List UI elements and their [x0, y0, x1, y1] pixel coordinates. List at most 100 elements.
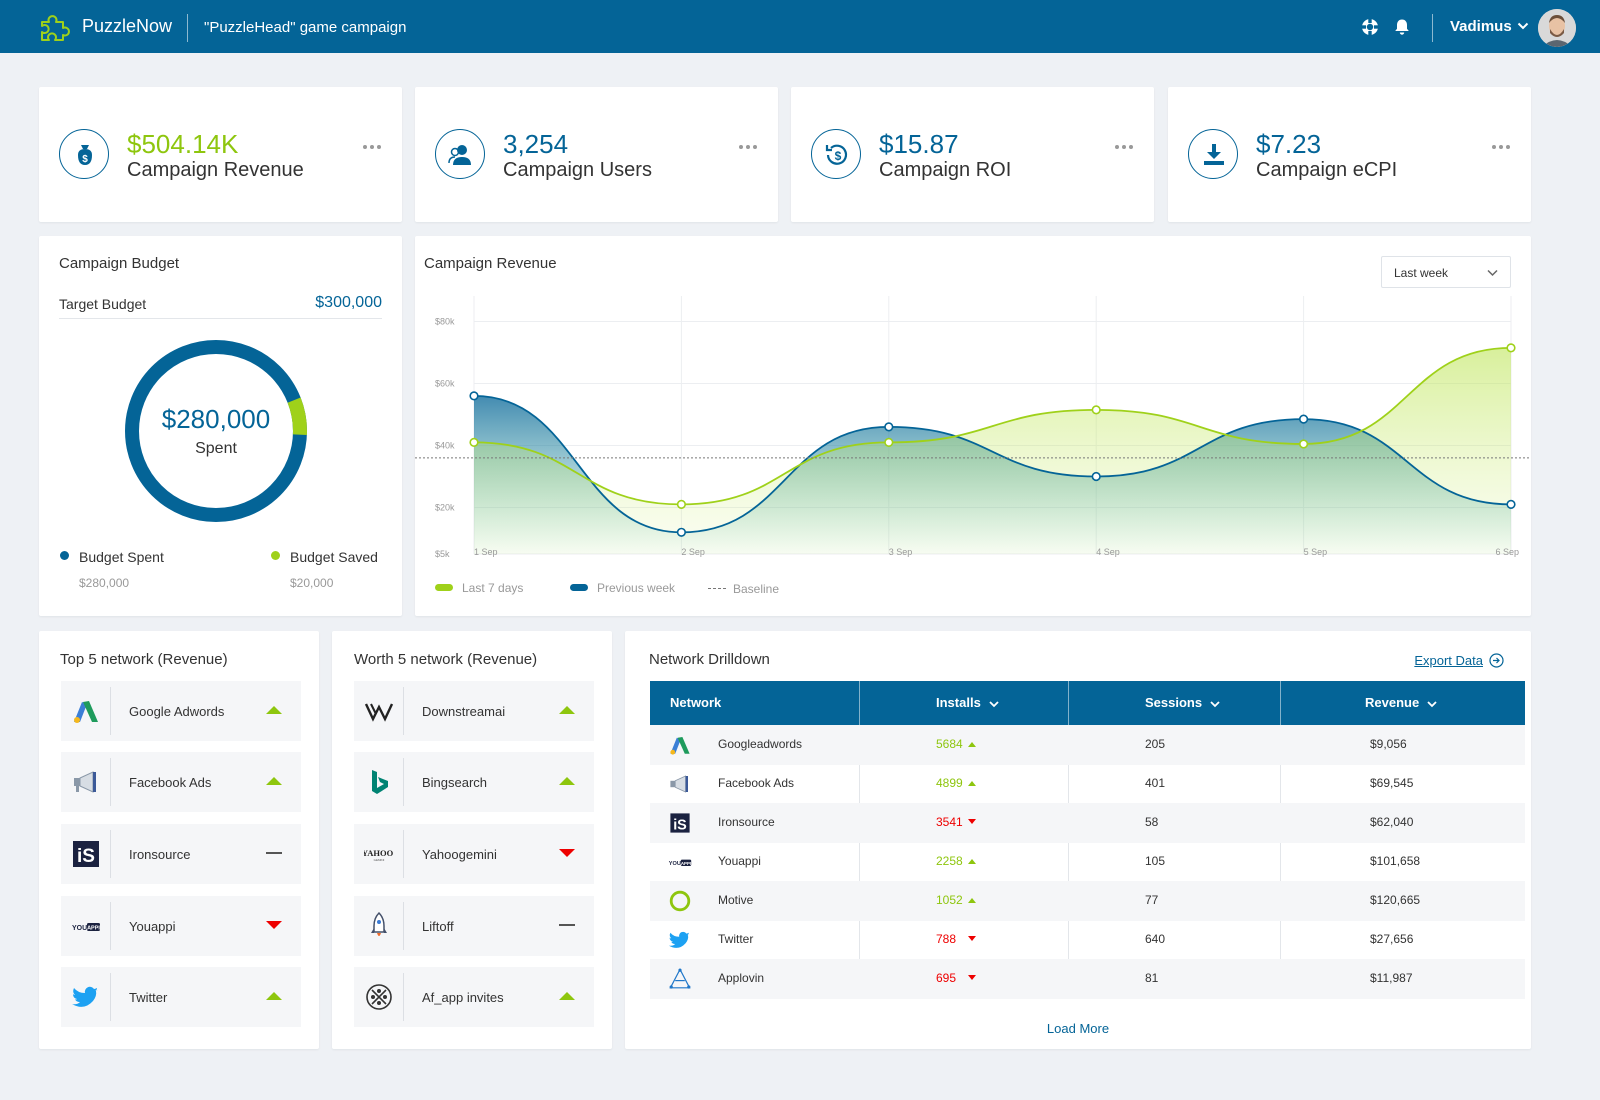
chevron-down-icon[interactable]: [1517, 21, 1529, 31]
legend-dot-saved: [271, 551, 280, 560]
kpi-value: $15.87: [879, 129, 959, 159]
legend-budget-saved: Budget Saved: [290, 549, 378, 565]
table-row[interactable]: Motive 1052 77 $120,665: [650, 881, 1525, 921]
legend-dot-spent: [60, 551, 69, 560]
more-options-icon[interactable]: [1114, 143, 1134, 151]
trend-down-icon: [968, 936, 976, 941]
kpi-card-roi: $ $15.87 Campaign ROI: [791, 87, 1154, 222]
list-item[interactable]: Af_app invites: [354, 967, 594, 1027]
trend-up-icon: [968, 859, 976, 864]
cell-revenue: $101,658: [1370, 854, 1421, 868]
column-header-installs[interactable]: Installs: [936, 681, 999, 725]
column-header-sessions[interactable]: Sessions: [1145, 681, 1220, 725]
chevron-down-icon: [1427, 700, 1437, 707]
list-item[interactable]: Downstreamai: [354, 681, 594, 741]
list-item[interactable]: Liftoff: [354, 896, 594, 956]
export-icon[interactable]: [1489, 653, 1504, 668]
legend-budget-spent-amount: $280,000: [79, 576, 130, 590]
legend-budget-spent: Budget Spent: [79, 549, 164, 565]
table-row[interactable]: Applovin 695 81 $11,987: [650, 959, 1525, 999]
table-row[interactable]: Googleadwords 5684 205 $9,056: [650, 725, 1525, 765]
bing-icon: [354, 752, 404, 812]
cell-revenue: $9,056: [1370, 737, 1407, 751]
kpi-value: $7.23: [1256, 129, 1322, 159]
svg-text:APPI: APPI: [681, 861, 691, 866]
twitter-bird-icon: [668, 931, 690, 948]
table-header: Network Installs Sessions Revenue: [650, 681, 1525, 725]
trend-flat-icon: [266, 852, 282, 854]
money-bag-icon: $: [59, 129, 109, 179]
cell-revenue: $11,987: [1370, 971, 1413, 985]
divider: [110, 687, 111, 735]
legend-swatch-previous-week: [570, 584, 588, 591]
data-point: [676, 499, 687, 510]
table-row[interactable]: iS Ironsource 3541 58 $62,040: [650, 803, 1525, 843]
download-icon: [1188, 129, 1238, 179]
rocket-icon: [354, 896, 404, 956]
data-point: [1298, 439, 1309, 449]
cell-sessions: 640: [1145, 932, 1166, 946]
top-bar: PuzzleNow "PuzzleHead" game campaign Vad…: [0, 0, 1600, 53]
budget-saved-arc: [125, 340, 307, 522]
period-select[interactable]: Last week: [1381, 256, 1511, 288]
list-item[interactable]: Google Adwords: [61, 681, 301, 741]
cell-installs: 695: [936, 971, 957, 985]
ironsource-icon: iS: [61, 824, 111, 884]
more-options-icon[interactable]: [1491, 143, 1511, 151]
data-point: [1091, 471, 1101, 482]
yahoo-icon: YAHOO!GEMINI: [354, 824, 404, 884]
svg-text:iS: iS: [673, 817, 687, 833]
brand-name[interactable]: PuzzleNow: [82, 16, 173, 36]
data-point: [469, 391, 479, 401]
x-tick-label: 3 Sep: [889, 547, 913, 557]
x-tick-label: 2 Sep: [681, 547, 705, 557]
list-item[interactable]: YOU APPI Youappi: [61, 896, 301, 956]
puzzle-logo-icon[interactable]: [38, 12, 74, 42]
list-item[interactable]: Facebook Ads: [61, 752, 301, 812]
more-options-icon[interactable]: [738, 143, 758, 151]
network-name: Af_app invites: [422, 990, 504, 1005]
support-icon[interactable]: [1361, 18, 1379, 36]
svg-text:YOU: YOU: [72, 925, 87, 932]
list-item[interactable]: Bingsearch: [354, 752, 594, 812]
column-header-revenue[interactable]: Revenue: [1365, 681, 1437, 725]
legend-swatch-last-7-days: [435, 584, 453, 591]
svg-text:$: $: [82, 154, 88, 165]
cell-sessions: 205: [1145, 737, 1166, 751]
svg-text:APPI: APPI: [87, 926, 100, 932]
more-options-icon[interactable]: [362, 143, 382, 151]
divider: [403, 830, 404, 878]
cell-sessions: 401: [1145, 776, 1166, 790]
spent-value: $280,000: [161, 404, 271, 434]
cell-installs: 1052: [936, 893, 963, 907]
kpi-card-ecpi: $7.23 Campaign eCPI: [1168, 87, 1531, 222]
twitter-bird-icon: [61, 967, 111, 1027]
list-item[interactable]: YAHOO!GEMINI Yahoogemini: [354, 824, 594, 884]
avatar[interactable]: [1538, 9, 1576, 47]
divider: [859, 681, 860, 725]
user-name[interactable]: Vadimus: [1450, 18, 1512, 35]
youappi-icon: YOU APPI: [61, 896, 111, 956]
youappi-icon: YOU APPI: [669, 859, 692, 867]
list-item[interactable]: Twitter: [61, 967, 301, 1027]
megaphone-icon: [670, 775, 688, 793]
y-tick-label: $20k: [435, 503, 455, 513]
downstream-icon: [354, 681, 404, 741]
list-item[interactable]: iS Ironsource: [61, 824, 301, 884]
divider: [1280, 725, 1281, 999]
divider: [110, 830, 111, 878]
bell-icon[interactable]: [1393, 18, 1411, 36]
export-data-link[interactable]: Export Data: [1414, 653, 1483, 668]
legend-swatch-baseline: [708, 588, 726, 589]
trend-up-icon: [968, 742, 976, 747]
network-name: Ironsource: [129, 847, 191, 862]
table-row[interactable]: YOU APPI Youappi 2258 105 $101,658: [650, 842, 1525, 882]
svg-text:$: $: [835, 149, 842, 163]
revenue-area-chart: $5k $20k $40k $60k $80k 1 Sep 2 Sep 3 Sep 4 Sep 5…: [415, 296, 1531, 559]
table-row[interactable]: Facebook Ads 4899 401 $69,545: [650, 764, 1525, 804]
load-more-button[interactable]: Load More: [1046, 1021, 1110, 1036]
table-row[interactable]: Twitter 788 640 $27,656: [650, 920, 1525, 960]
cell-network: Googleadwords: [718, 737, 803, 751]
column-header-network[interactable]: Network: [670, 695, 722, 710]
cell-revenue: $62,040: [1370, 815, 1414, 829]
